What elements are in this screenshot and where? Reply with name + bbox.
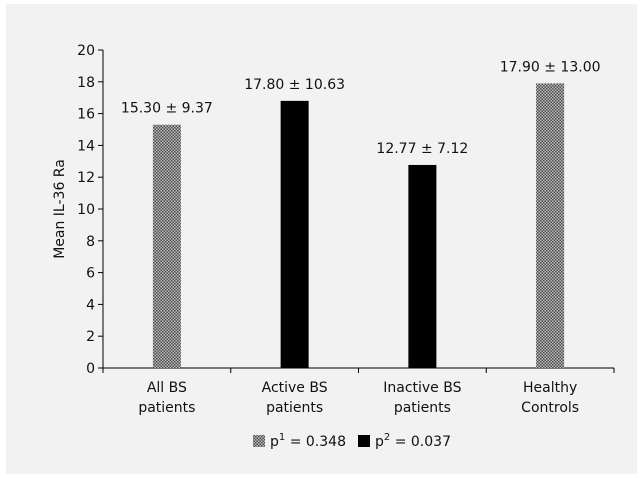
- bar: [536, 83, 565, 368]
- y-axis-title: Mean IL-36 Ra: [52, 159, 68, 259]
- y-tick-label: 18: [77, 75, 95, 91]
- x-category-label: Active BS: [262, 380, 328, 396]
- legend-label-sup: 1: [279, 432, 285, 443]
- legend-swatch: [253, 435, 265, 447]
- bar-data-label: 15.30 ± 9.37: [121, 101, 213, 117]
- x-category-label: Healthy: [523, 380, 577, 396]
- y-tick-label: 2: [86, 329, 95, 345]
- legend-label: p2 = 0.037: [375, 432, 451, 450]
- x-category-label: patients: [266, 400, 323, 416]
- legend-label-main: p: [375, 434, 384, 450]
- y-tick-label: 16: [77, 107, 95, 123]
- bars: [152, 83, 565, 368]
- x-category-label: Inactive BS: [383, 380, 461, 396]
- x-category-label: patients: [138, 400, 195, 416]
- y-tick-label: 8: [86, 234, 95, 250]
- x-category-label: All BS: [147, 380, 187, 396]
- bar-data-label: 17.90 ± 13.00: [500, 59, 601, 75]
- bar-data-label: 17.80 ± 10.63: [244, 77, 345, 93]
- legend-label-main: p: [270, 434, 279, 450]
- bar: [152, 124, 181, 368]
- y-tick-label: 0: [86, 361, 95, 377]
- y-tick-label: 12: [77, 170, 95, 186]
- y-tick-label: 20: [77, 43, 95, 59]
- y-tick-label: 4: [86, 297, 95, 313]
- legend: p1 = 0.348 p2 = 0.037: [253, 432, 451, 450]
- legend-label: p1 = 0.348: [270, 432, 346, 450]
- y-tick-label: 14: [77, 138, 95, 154]
- legend-label-sup: 2: [384, 432, 390, 443]
- x-category-label: patients: [394, 400, 451, 416]
- legend-swatch: [358, 435, 370, 447]
- y-tick-label: 10: [77, 202, 95, 218]
- axes: 0 2 4 6 8 10 12 14 16 18 20 Mean IL-36 Ra: [52, 43, 615, 377]
- legend-label-value: = 0.348: [285, 434, 346, 450]
- y-tick-label: 6: [86, 266, 95, 282]
- labels: 15.30 ± 9.37 17.80 ± 10.63 12.77 ± 7.12 17.…: [121, 59, 601, 416]
- legend-label-value: = 0.037: [390, 434, 451, 450]
- x-category-label: Controls: [521, 400, 579, 416]
- bar: [408, 164, 437, 368]
- bar-data-label: 12.77 ± 7.12: [376, 141, 468, 157]
- bar: [280, 100, 309, 368]
- chart-panel: 0 2 4 6 8 10 12 14 16 18 20 Mean IL-36 Ra 15.30 ± 9…: [6, 4, 637, 474]
